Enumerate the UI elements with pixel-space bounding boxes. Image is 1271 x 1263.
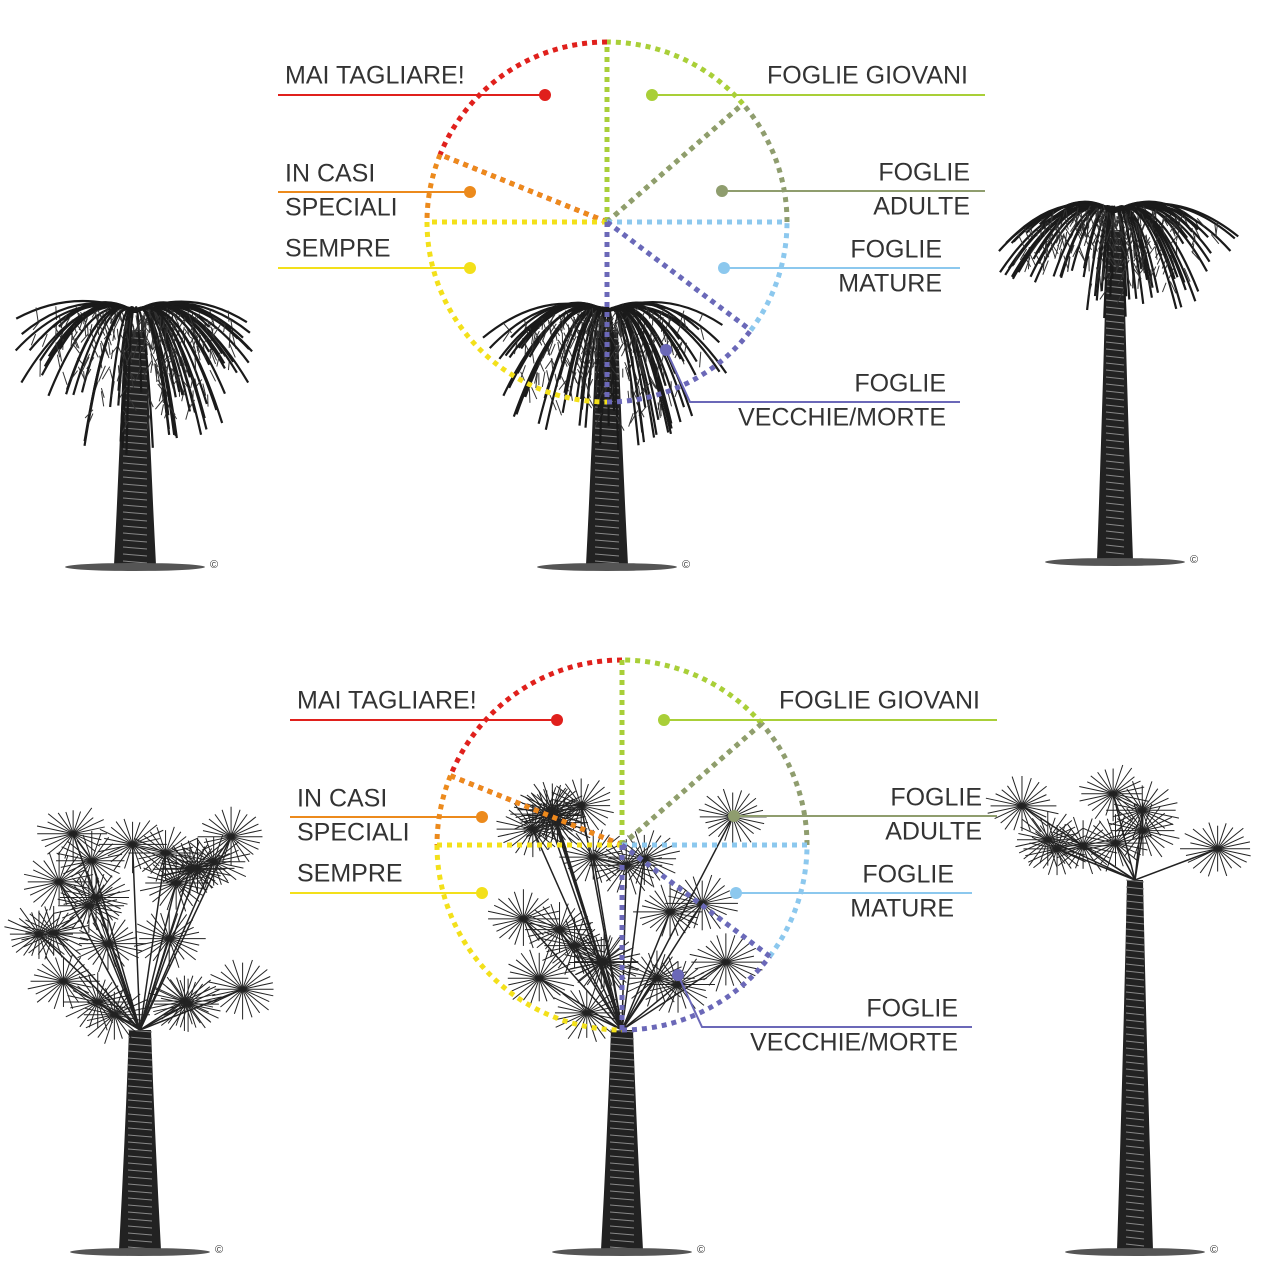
ground	[65, 563, 205, 571]
leaflet	[547, 370, 550, 383]
trunk	[1117, 880, 1153, 1250]
label-text: MAI TAGLIARE!	[297, 687, 477, 715]
sector-arc	[427, 155, 440, 222]
leaflet	[1175, 223, 1176, 233]
leaflet	[700, 352, 701, 367]
label-text: FOGLIE	[866, 995, 958, 1023]
leader-dot	[551, 714, 563, 726]
sector-radius	[607, 104, 743, 222]
label-text: ADULTE	[885, 818, 982, 846]
leader-dot	[672, 969, 684, 981]
leaflet	[102, 367, 110, 380]
pruning-diagram: © © © © © © MAI TAGLIARE! IN CASI SPECIALI SEMPRE…	[0, 0, 1271, 1263]
leader-dot	[716, 185, 728, 197]
palm-tree: ©	[16, 301, 252, 571]
ground	[1045, 558, 1185, 566]
palm-tree: ©	[488, 778, 767, 1256]
leaflet	[542, 372, 545, 387]
label-text: SPECIALI	[297, 819, 410, 847]
leader-dot	[464, 186, 476, 198]
sector-arc	[437, 776, 450, 845]
leader-dot	[730, 887, 742, 899]
leaflet	[160, 315, 161, 331]
label-text: ADULTE	[873, 193, 970, 221]
label-text: SEMPRE	[297, 860, 403, 888]
copyright: ©	[210, 559, 218, 571]
label-text: IN CASI	[297, 785, 387, 813]
copyright: ©	[682, 559, 690, 571]
leaflet	[151, 363, 152, 373]
label-text: FOGLIE	[890, 784, 982, 812]
leader-dot	[476, 811, 488, 823]
palm-tree: ©	[986, 765, 1251, 1256]
label-text: MATURE	[838, 270, 942, 298]
trunk	[119, 1030, 161, 1250]
label-text: SEMPRE	[285, 235, 391, 263]
sector-radius	[622, 724, 762, 845]
leaflet	[63, 372, 67, 385]
leaflet	[111, 350, 112, 359]
copyright: ©	[1210, 1244, 1218, 1256]
leaflet	[118, 365, 119, 373]
copyright: ©	[697, 1244, 705, 1256]
leader-dot	[646, 89, 658, 101]
sector-radius	[440, 155, 607, 222]
leaflet	[529, 389, 530, 403]
leader-dot	[476, 887, 488, 899]
leader-dot	[464, 262, 476, 274]
leader-dot	[728, 810, 740, 822]
label-text: FOGLIE	[862, 861, 954, 889]
label-text: FOGLIE GIOVANI	[767, 62, 968, 90]
copyright: ©	[1190, 554, 1198, 566]
palm-tree: ©	[4, 807, 273, 1256]
leaflet	[1028, 256, 1029, 269]
label-text: FOGLIE	[878, 159, 970, 187]
sector-arc	[450, 660, 622, 776]
petiole	[1135, 849, 1218, 880]
leaflet	[1193, 243, 1194, 253]
leaflet	[532, 353, 534, 363]
leaflet	[1055, 245, 1059, 259]
palm-tree: ©	[999, 202, 1238, 566]
sector-arc	[751, 222, 787, 330]
leaflet	[1043, 256, 1044, 271]
leaflet	[556, 400, 562, 415]
sector-arc	[622, 660, 762, 724]
ground	[1065, 1248, 1205, 1256]
ground	[537, 563, 677, 571]
leaflet	[668, 394, 671, 407]
sector-arc	[762, 724, 807, 845]
ground	[552, 1248, 692, 1256]
trunk	[601, 1030, 643, 1250]
label-text: SPECIALI	[285, 194, 398, 222]
label-text: FOGLIE	[854, 370, 946, 398]
leader-dot	[539, 89, 551, 101]
leader-dot	[718, 262, 730, 274]
label-text: VECCHIE/MORTE	[750, 1029, 958, 1057]
label-text: MAI TAGLIARE!	[285, 62, 465, 90]
copyright: ©	[215, 1244, 223, 1256]
leaflet	[161, 404, 163, 415]
leaflet	[1127, 215, 1128, 230]
label-text: MATURE	[850, 895, 954, 923]
label-text: FOGLIE GIOVANI	[779, 687, 980, 715]
ground	[70, 1248, 210, 1256]
leader-dot	[660, 344, 672, 356]
leaflet	[525, 340, 526, 355]
label-text: FOGLIE	[850, 236, 942, 264]
label-text: IN CASI	[285, 160, 375, 188]
leaflet	[1162, 283, 1166, 292]
leaflet	[558, 342, 560, 352]
leader-dot	[658, 714, 670, 726]
sector-arc	[743, 104, 787, 222]
leaflet	[1138, 279, 1139, 289]
label-text: VECCHIE/MORTE	[738, 404, 946, 432]
leaflet	[1156, 266, 1159, 277]
sector-arc	[770, 845, 807, 956]
leaflet	[109, 342, 111, 355]
leaflet	[156, 371, 157, 382]
sector-arc	[440, 42, 607, 155]
leaflet	[1113, 215, 1114, 229]
